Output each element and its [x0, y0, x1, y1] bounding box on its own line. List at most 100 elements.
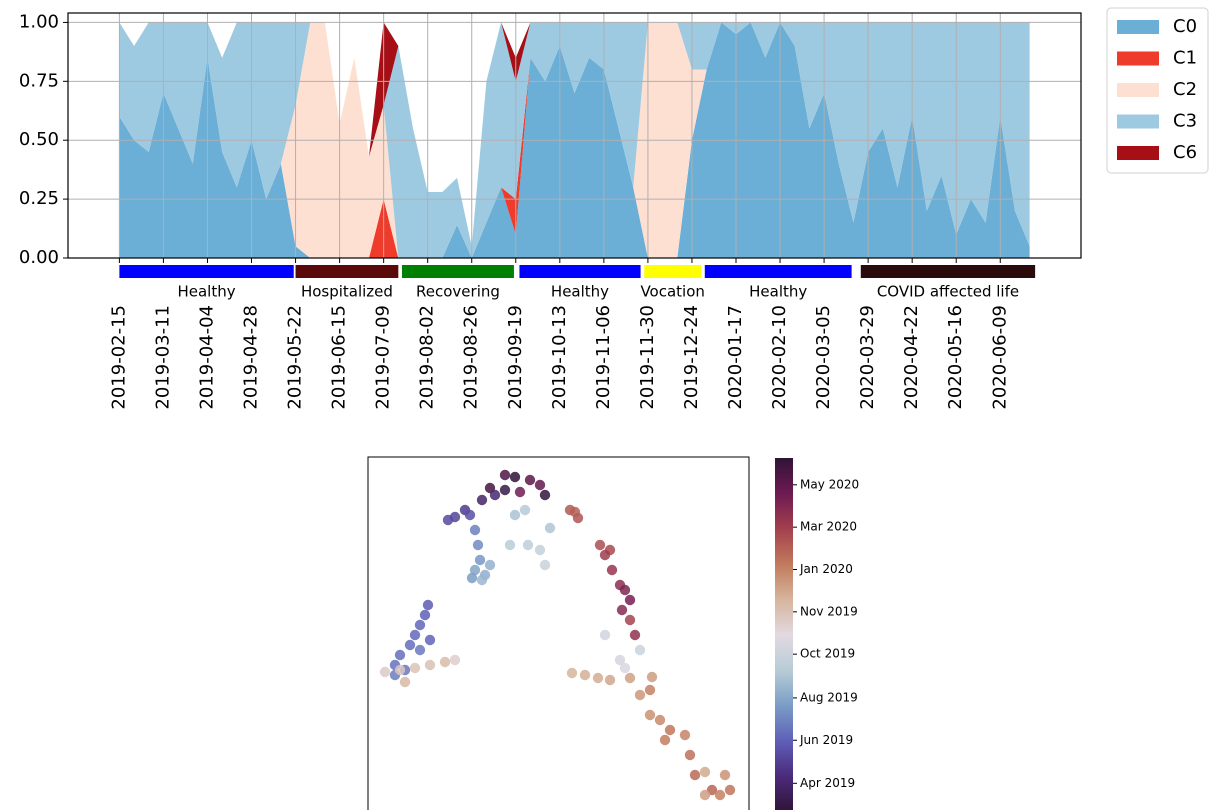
- x-tick-label: 2020-04-22: [901, 305, 922, 410]
- point: [509, 509, 521, 521]
- period-label: Hospitalized: [301, 283, 393, 301]
- x-tick-label: 2019-12-24: [681, 305, 702, 410]
- legend: C0 C1 C2 C3 C6: [1106, 7, 1209, 174]
- x-tick-label: 2019-02-15: [108, 305, 129, 410]
- point: [664, 724, 676, 736]
- x-tick-label: 2019-07-09: [373, 305, 394, 410]
- legend-swatch: [1117, 51, 1159, 66]
- point: [409, 662, 421, 674]
- point: [534, 544, 546, 556]
- point: [424, 659, 436, 671]
- x-tick-label: 2020-03-29: [857, 305, 878, 410]
- point: [469, 524, 481, 536]
- x-tick-label: 2019-11-06: [593, 305, 614, 410]
- x-tick-label: 2020-03-05: [813, 305, 834, 410]
- point: [469, 564, 481, 576]
- plot-frame: [367, 456, 750, 810]
- period-label: Recovering: [416, 283, 500, 301]
- point: [619, 662, 631, 674]
- period-label: Vocation: [640, 283, 704, 301]
- point: [629, 629, 641, 641]
- point: [504, 539, 516, 551]
- period-label: Healthy: [749, 283, 807, 301]
- colorbar-tick-label: Mar 2020: [800, 520, 857, 534]
- x-tick-label: 2020-05-16: [945, 305, 966, 410]
- point: [404, 639, 416, 651]
- x-tick-label: 2019-09-19: [505, 305, 526, 410]
- legend-swatch: [1117, 114, 1159, 129]
- point: [524, 474, 536, 486]
- x-tick-label: 2019-08-26: [461, 305, 482, 410]
- point: [616, 604, 628, 616]
- point: [474, 554, 486, 566]
- point: [594, 539, 606, 551]
- point: [724, 784, 736, 796]
- point: [624, 672, 636, 684]
- point: [422, 599, 434, 611]
- y-tick-label: 0.75: [19, 70, 59, 91]
- plot-frame: [67, 12, 1082, 259]
- point: [394, 664, 406, 676]
- point: [476, 494, 488, 506]
- point: [414, 619, 426, 631]
- colorbar-tick-label: Jan 2020: [799, 562, 853, 576]
- y-tick-label: 1.00: [19, 11, 59, 32]
- point: [644, 709, 656, 721]
- period-bar: [401, 265, 514, 278]
- point: [699, 766, 711, 778]
- point: [399, 676, 411, 688]
- point: [394, 649, 406, 661]
- point: [484, 559, 496, 571]
- point: [689, 769, 701, 781]
- y-tick-label: 0.00: [19, 247, 59, 268]
- point: [466, 572, 478, 584]
- colorbar: [775, 458, 793, 810]
- point: [604, 674, 616, 686]
- period-bar: [860, 265, 1036, 278]
- legend-label: C0: [1173, 16, 1197, 37]
- point: [659, 734, 671, 746]
- point: [719, 769, 731, 781]
- point: [699, 789, 711, 801]
- point: [544, 522, 556, 534]
- y-tick-label: 0.50: [19, 129, 59, 150]
- legend-swatch: [1117, 83, 1159, 97]
- point: [624, 594, 636, 606]
- x-tick-label: 2020-06-09: [989, 305, 1010, 410]
- point: [509, 471, 521, 483]
- x-tick-label: 2019-04-28: [241, 305, 262, 410]
- point: [499, 469, 511, 481]
- point: [634, 689, 646, 701]
- period-bar: [295, 265, 399, 278]
- point: [514, 486, 526, 498]
- legend-swatch: [1117, 146, 1159, 160]
- colorbar-tick-label: Aug 2019: [800, 690, 858, 704]
- point: [679, 729, 691, 741]
- point: [539, 489, 551, 501]
- point: [569, 506, 581, 518]
- legend-label: C1: [1173, 48, 1197, 69]
- point: [449, 654, 461, 666]
- colorbar-tick-label: Oct 2019: [800, 647, 855, 661]
- x-tick-label: 2019-06-15: [329, 305, 350, 410]
- colorbar-tick-label: Apr 2019: [800, 776, 855, 790]
- colorbar-tick-label: May 2020: [800, 477, 859, 491]
- point: [634, 644, 646, 656]
- point: [472, 539, 484, 551]
- point: [414, 644, 426, 656]
- point: [579, 669, 591, 681]
- point: [442, 514, 454, 526]
- point: [606, 564, 618, 576]
- period-bar: [119, 265, 294, 278]
- point: [464, 509, 476, 521]
- period-bar: [704, 265, 852, 278]
- point: [714, 789, 726, 801]
- point: [476, 574, 488, 586]
- point: [646, 671, 658, 683]
- point: [409, 629, 421, 641]
- x-tick-label: 2019-04-04: [196, 305, 217, 410]
- point: [489, 489, 501, 501]
- x-tick-label: 2019-11-30: [637, 305, 658, 410]
